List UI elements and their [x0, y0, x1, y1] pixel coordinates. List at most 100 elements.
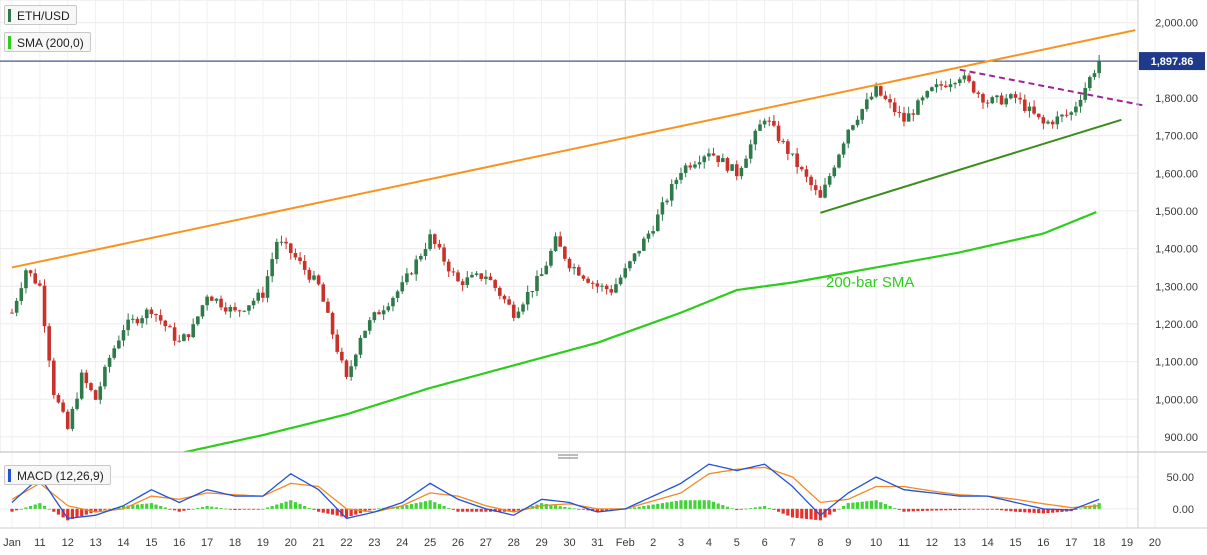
macd-histogram-bar — [656, 503, 660, 509]
candle-body — [395, 291, 400, 298]
candle-body — [419, 255, 423, 260]
macd-histogram-bar — [474, 508, 479, 512]
y-tick-label: 1,700.00 — [1155, 131, 1198, 143]
macd-histogram-bar — [581, 508, 586, 510]
candle-body — [595, 283, 600, 287]
candle-body — [391, 297, 395, 307]
candle-body — [28, 270, 33, 274]
candle-body — [535, 276, 539, 292]
candle-body — [995, 95, 999, 98]
legend-symbol[interactable]: ETH/USD — [4, 5, 77, 25]
candle-body — [618, 277, 623, 285]
x-tick-label: 3 — [678, 537, 684, 549]
macd-histogram-bar — [42, 505, 47, 509]
candle-body — [432, 234, 437, 244]
macd-histogram-bar — [1037, 508, 1041, 514]
candle-body — [553, 236, 558, 251]
macd-histogram-bar — [419, 502, 423, 509]
candle-body — [642, 238, 646, 251]
legend-symbol-label: ETH/USD — [17, 9, 70, 23]
macd-histogram-bar — [907, 508, 911, 512]
candle-body — [511, 304, 516, 318]
macd-histogram-bar — [869, 500, 874, 509]
x-tick-label: 19 — [257, 537, 269, 549]
macd-histogram-bar — [897, 508, 901, 510]
macd-histogram-bar — [962, 508, 966, 510]
candle-body — [841, 143, 846, 155]
candle-body — [498, 287, 502, 296]
macd-histogram-bar — [549, 504, 553, 509]
candle-body — [1050, 121, 1055, 125]
macd-histogram-bar — [1018, 508, 1022, 513]
macd-histogram-bar — [781, 508, 785, 514]
y-tick-label: 2,000.00 — [1155, 18, 1198, 30]
macd-histogram-bar — [851, 502, 855, 509]
macd-histogram-bar — [716, 503, 720, 509]
candle-body — [1041, 117, 1046, 124]
candle-body — [168, 326, 172, 328]
candle-body — [697, 162, 702, 165]
candle-body — [967, 75, 971, 82]
macd-histogram-bar — [428, 500, 432, 509]
macd-histogram-bar — [400, 505, 404, 509]
macd-histogram-bar — [247, 508, 251, 510]
candle-body — [614, 284, 618, 293]
candle-body — [1027, 106, 1032, 111]
candle-body — [344, 360, 349, 377]
macd-histogram-bar — [66, 508, 70, 521]
candle-body — [428, 234, 432, 250]
candle-body — [637, 250, 641, 254]
candle-body — [182, 334, 186, 342]
macd-histogram-bar — [461, 508, 465, 512]
candle-body — [1064, 114, 1069, 116]
macd-histogram-bar — [744, 508, 748, 510]
candle-body — [953, 83, 957, 85]
candle-body — [530, 291, 535, 293]
macd-histogram-bar — [842, 505, 846, 509]
macd-histogram-bar — [1041, 508, 1045, 514]
candle-body — [702, 156, 707, 163]
candle-body — [1074, 106, 1078, 113]
candle-body — [665, 200, 669, 203]
macd-histogram-bar — [33, 504, 37, 509]
candle-body — [679, 172, 683, 180]
legend-macd[interactable]: MACD (12,26,9) — [4, 465, 111, 485]
candle-body — [990, 97, 995, 104]
macd-histogram-bar — [228, 508, 232, 510]
candle-body — [623, 268, 628, 278]
macd-histogram-bar — [526, 507, 530, 509]
macd-histogram-bar — [493, 508, 497, 512]
macd-histogram-bar — [284, 501, 288, 509]
candle-body — [61, 402, 65, 412]
macd-histogram-bar — [303, 505, 307, 509]
pane-divider-handle[interactable] — [558, 454, 578, 459]
candle-body — [655, 214, 660, 232]
candle-body — [539, 274, 544, 277]
macd-histogram-bar — [609, 508, 613, 511]
candle-body — [288, 243, 293, 253]
macd-histogram-bar — [670, 501, 674, 509]
macd-histogram-bar — [433, 502, 437, 509]
candle-body — [470, 274, 474, 278]
macd-histogram-bar — [256, 508, 260, 510]
candle-body — [154, 314, 158, 316]
candle-body — [851, 125, 855, 130]
macd-histogram-bar — [697, 500, 702, 509]
candle-body — [878, 86, 883, 96]
legend-sma[interactable]: SMA (200,0) — [4, 32, 91, 52]
candle-body — [600, 285, 604, 287]
macd-histogram-bar — [1078, 508, 1083, 510]
sma-label: 200-bar SMA — [826, 274, 914, 291]
macd-histogram-bar — [330, 508, 335, 515]
candle-body — [284, 241, 288, 244]
macd-histogram-bar — [828, 508, 832, 515]
candles — [10, 54, 1101, 432]
candle-body — [790, 153, 795, 155]
candle-body — [837, 154, 841, 168]
candle-body — [270, 259, 274, 277]
macd-histogram-bar — [920, 508, 925, 511]
macd-histogram-bar — [233, 508, 237, 511]
x-tick-label: 20 — [285, 537, 297, 549]
candle-body — [112, 348, 117, 358]
macd-histogram-bar — [795, 508, 799, 518]
